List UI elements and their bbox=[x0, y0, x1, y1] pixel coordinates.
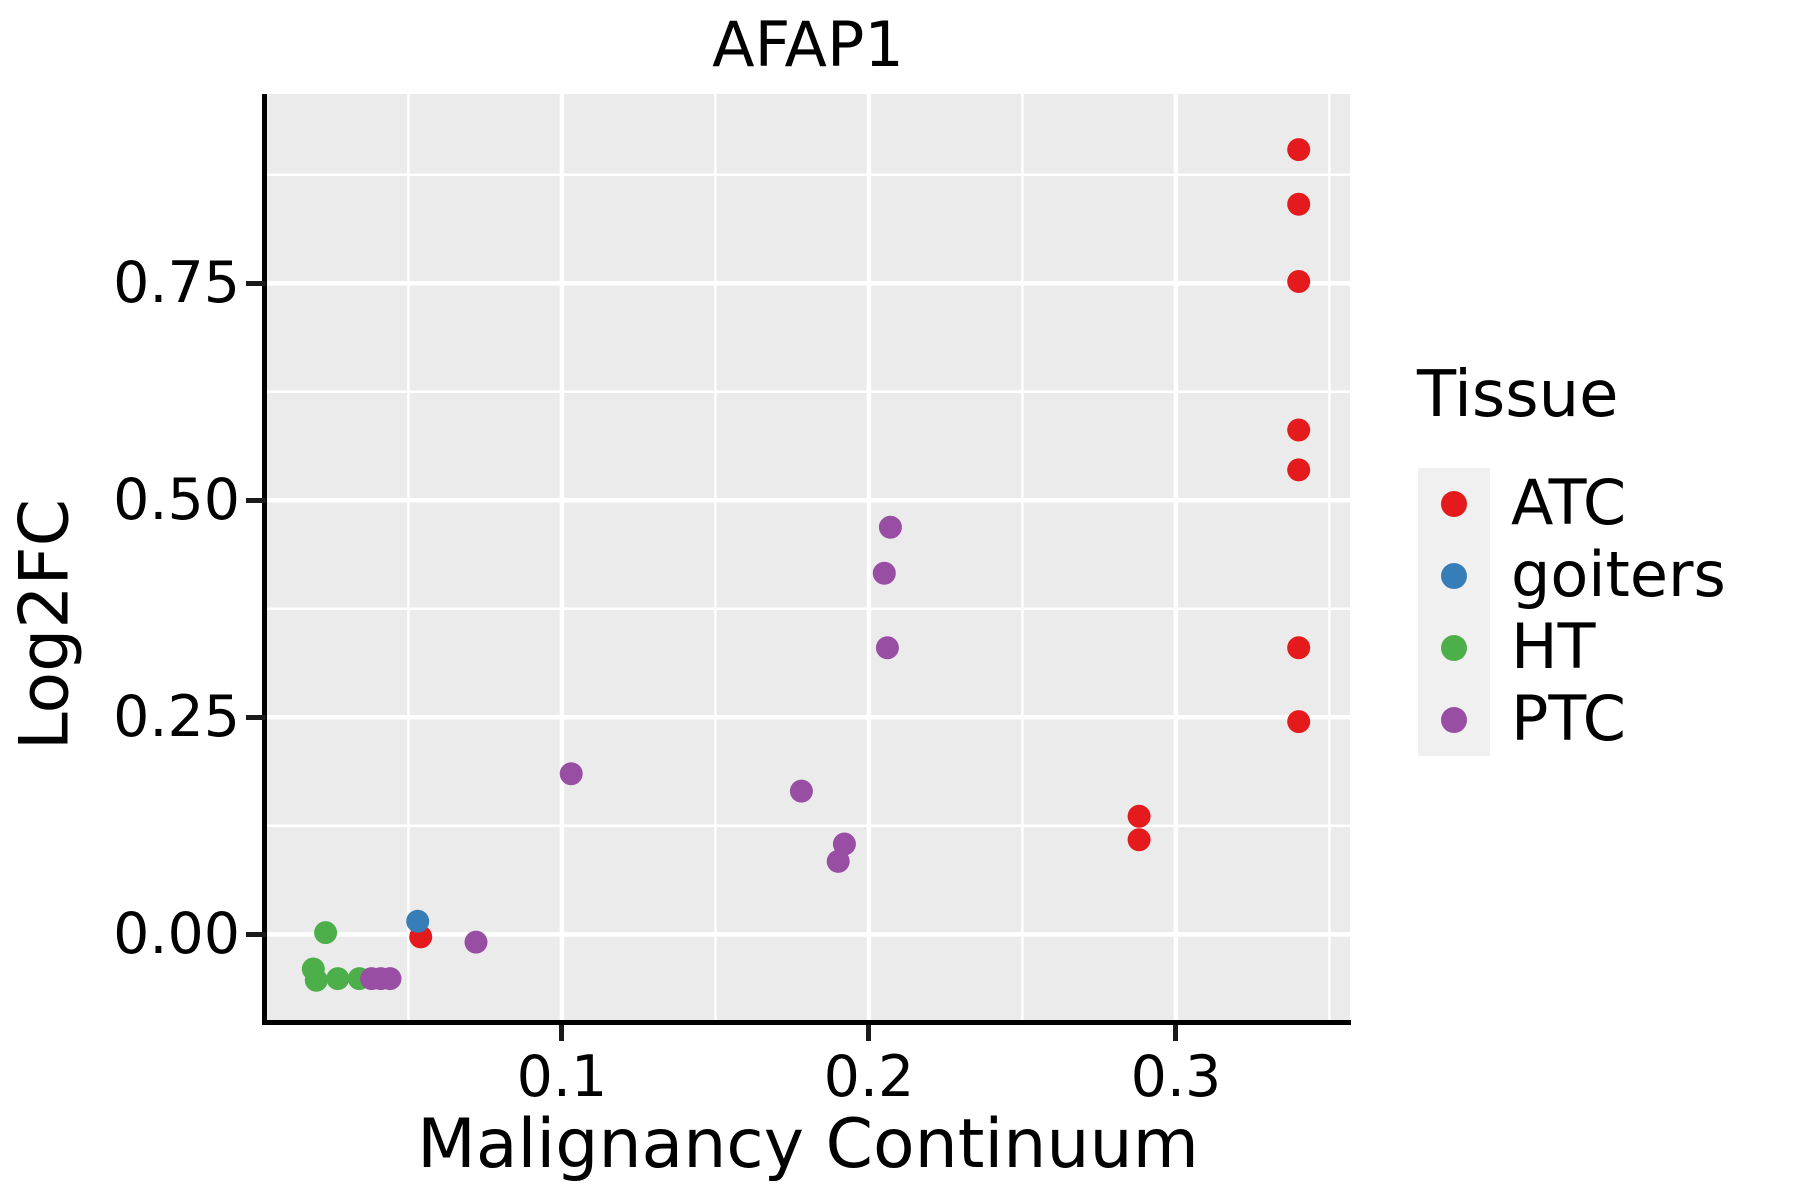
data-point-PTC bbox=[878, 515, 902, 539]
x-tick-label: 0.2 bbox=[823, 1044, 915, 1110]
data-point-ATC bbox=[1287, 636, 1311, 660]
data-point-PTC bbox=[789, 779, 813, 803]
x-tick-label: 0.1 bbox=[516, 1044, 608, 1110]
x-tick-mark bbox=[1173, 1025, 1179, 1041]
x-tick-mark bbox=[866, 1025, 872, 1041]
atc-swatch-icon bbox=[1441, 491, 1467, 517]
y-tick-label: 0.25 bbox=[113, 684, 240, 751]
data-point-HT bbox=[314, 921, 338, 945]
legend-key-box bbox=[1418, 540, 1490, 612]
x-tick-label: 0.3 bbox=[1130, 1044, 1222, 1110]
data-point-ATC bbox=[1287, 458, 1311, 482]
data-point-HT bbox=[304, 968, 328, 992]
data-point-PTC bbox=[872, 561, 896, 585]
y-tick-label: 0.50 bbox=[113, 467, 240, 534]
legend-label-ptc: PTC bbox=[1511, 682, 1626, 756]
y-tick-label: 0.75 bbox=[113, 250, 240, 317]
legend-label-atc: ATC bbox=[1511, 466, 1627, 540]
legend-label-goiters: goiters bbox=[1511, 538, 1726, 612]
legend: Tissue ATC goiters HT bbox=[1417, 358, 1726, 756]
x-axis-title: Malignancy Continuum bbox=[417, 1105, 1199, 1184]
x-tick-mark bbox=[559, 1025, 565, 1041]
y-axis-title: Log2FC bbox=[5, 498, 85, 751]
data-point-ATC bbox=[1287, 192, 1311, 216]
data-point-ATC bbox=[1287, 710, 1311, 734]
data-point-PTC bbox=[832, 832, 856, 856]
y-tick-mark bbox=[246, 931, 266, 937]
y-tick-mark bbox=[246, 714, 266, 720]
data-point-ATC bbox=[1287, 138, 1311, 162]
plot-title: AFAP1 bbox=[712, 8, 904, 81]
data-point-ATC bbox=[1127, 804, 1151, 828]
data-point-PTC bbox=[826, 849, 850, 873]
legend-key-box bbox=[1418, 468, 1490, 540]
data-point-ATC bbox=[1127, 828, 1151, 852]
legend-key-box bbox=[1418, 684, 1490, 756]
data-point-PTC bbox=[875, 636, 899, 660]
legend-title: Tissue bbox=[1417, 358, 1619, 432]
y-axis-line bbox=[262, 94, 267, 1025]
y-tick-label: 0.00 bbox=[113, 901, 240, 968]
data-point-PTC bbox=[559, 762, 583, 786]
data-point-PTC bbox=[378, 967, 402, 991]
legend-key-box bbox=[1418, 612, 1490, 684]
ht-swatch-icon bbox=[1441, 635, 1467, 661]
plot-panel bbox=[266, 94, 1350, 1022]
data-point-HT bbox=[326, 967, 350, 991]
y-tick-mark bbox=[246, 497, 266, 503]
ptc-swatch-icon bbox=[1441, 707, 1467, 733]
data-point-goiters bbox=[406, 909, 430, 933]
legend-label-ht: HT bbox=[1511, 610, 1596, 684]
data-point-ATC bbox=[1287, 418, 1311, 442]
scatter-plot-svg bbox=[266, 94, 1350, 1022]
data-point-ATC bbox=[1287, 270, 1311, 293]
data-point-PTC bbox=[464, 930, 488, 954]
goiters-swatch-icon bbox=[1441, 563, 1467, 589]
y-tick-mark bbox=[246, 280, 266, 286]
x-axis-line bbox=[262, 1020, 1351, 1025]
